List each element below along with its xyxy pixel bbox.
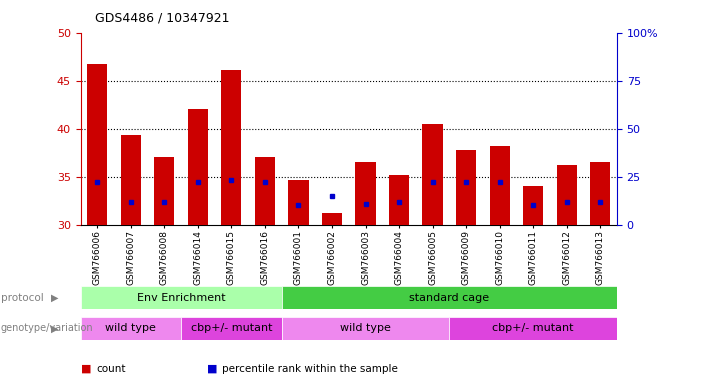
Bar (188, 109, 208, 225)
Bar (489, 146, 510, 225)
Bar (282, 286, 617, 309)
Text: GDS4486 / 10347921: GDS4486 / 10347921 (95, 12, 229, 25)
Bar (282, 317, 449, 340)
Bar (222, 70, 241, 225)
Text: ▶: ▶ (50, 323, 58, 333)
Bar (590, 162, 610, 225)
Bar (557, 165, 577, 225)
Text: wild type: wild type (105, 323, 156, 333)
Bar (154, 157, 175, 225)
Text: percentile rank within the sample: percentile rank within the sample (222, 364, 398, 374)
Bar (423, 124, 442, 225)
Bar (322, 213, 342, 225)
Bar (81, 317, 181, 340)
Bar (81, 286, 282, 309)
Bar (389, 175, 409, 225)
Text: genotype/variation: genotype/variation (1, 323, 93, 333)
Bar (449, 317, 617, 340)
Text: count: count (96, 364, 125, 374)
Text: cbp+/- mutant: cbp+/- mutant (492, 323, 574, 333)
Bar (88, 64, 107, 225)
Bar (288, 179, 308, 225)
Text: ▶: ▶ (50, 293, 58, 303)
Bar (523, 186, 543, 225)
Text: standard cage: standard cage (409, 293, 489, 303)
Bar (121, 136, 141, 225)
Bar (181, 317, 282, 340)
Text: ■: ■ (81, 364, 91, 374)
Text: wild type: wild type (340, 323, 391, 333)
Text: protocol: protocol (1, 293, 43, 303)
Bar (355, 162, 376, 225)
Bar (255, 157, 275, 225)
Text: cbp+/- mutant: cbp+/- mutant (191, 323, 272, 333)
Text: Env Enrichment: Env Enrichment (137, 293, 226, 303)
Bar (456, 150, 476, 225)
Text: ■: ■ (207, 364, 217, 374)
